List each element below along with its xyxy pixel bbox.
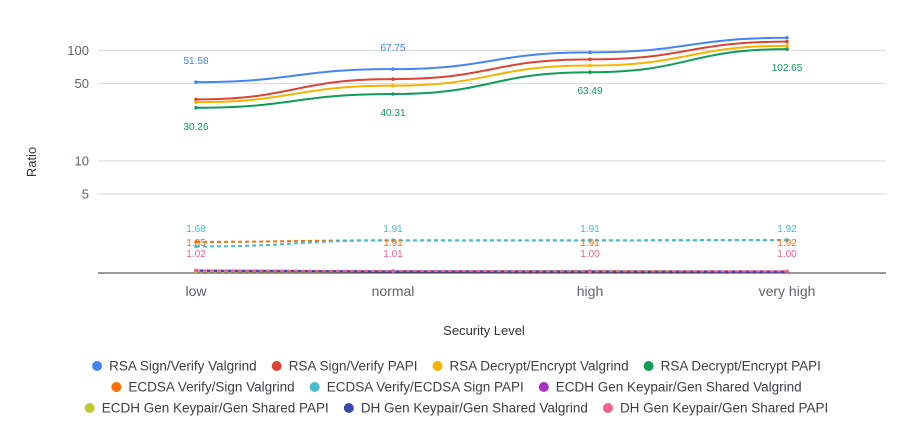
y-axis-ticks: 100 50 10 5 — [67, 43, 89, 202]
y-axis-title: Ratio — [24, 147, 39, 177]
data-point — [194, 100, 198, 104]
data-label: 102.65 — [772, 63, 803, 74]
data-point — [391, 92, 395, 96]
data-point — [194, 80, 198, 84]
x-tick-label: very high — [759, 283, 816, 299]
legend-item: ECDH Gen Keypair/Gen Shared Valgrind — [538, 380, 802, 395]
data-point — [588, 57, 592, 62]
data-point — [785, 238, 789, 242]
data-label: 1.02 — [186, 249, 206, 260]
data-label: 1.92 — [777, 238, 797, 249]
data-point — [391, 83, 395, 88]
data-point — [588, 63, 592, 68]
legend-label: RSA Sign/Verify Valgrind — [109, 359, 257, 374]
legend-item: RSA Decrypt/Encrypt PAPI — [643, 359, 821, 374]
legend-item: RSA Sign/Verify PAPI — [271, 359, 418, 374]
legend-label: ECDH Gen Keypair/Gen Shared PAPI — [102, 401, 329, 416]
series-line — [195, 40, 788, 101]
legend-item: ECDSA Verify/ECDSA Sign PAPI — [309, 380, 524, 395]
legend-marker — [111, 382, 122, 392]
data-point — [588, 238, 592, 243]
legend-marker — [432, 361, 443, 371]
data-point — [391, 238, 395, 243]
data-label: 1.92 — [777, 224, 797, 235]
data-label: 1.00 — [580, 249, 600, 260]
legend-label: DH Gen Keypair/Gen Shared Valgrind — [361, 401, 588, 416]
data-point — [194, 240, 198, 244]
series-line — [195, 36, 788, 84]
data-point — [194, 244, 198, 249]
data-point — [588, 50, 592, 55]
legend-item: RSA Sign/Verify Valgrind — [92, 359, 257, 374]
data-point — [785, 269, 789, 274]
x-tick-label: high — [577, 283, 603, 299]
data-label: 1.91 — [383, 224, 403, 235]
legend-marker — [309, 382, 320, 392]
legend-marker — [643, 361, 654, 371]
x-tick-label: low — [185, 283, 207, 299]
series-lines — [195, 36, 788, 273]
data-point — [588, 269, 592, 274]
data-label: 1.00 — [777, 249, 797, 260]
legend-item: ECDH Gen Keypair/Gen Shared PAPI — [84, 401, 329, 416]
data-label: 40.31 — [380, 108, 405, 119]
data-point — [588, 70, 592, 75]
legend-label: DH Gen Keypair/Gen Shared PAPI — [620, 401, 828, 416]
data-label: 1.01 — [383, 249, 403, 260]
legend-marker — [602, 403, 613, 413]
data-point — [391, 77, 395, 81]
legend-label: ECDH Gen Keypair/Gen Shared Valgrind — [556, 380, 802, 395]
y-tick-label: 10 — [75, 153, 89, 168]
legend-label: ECDSA Verify/ECDSA Sign PAPI — [327, 380, 524, 395]
legend-label: RSA Decrypt/Encrypt PAPI — [661, 359, 821, 374]
data-point — [194, 97, 198, 102]
y-tick-label: 50 — [75, 76, 89, 91]
data-point — [785, 44, 789, 48]
legend-marker — [538, 382, 549, 392]
legend-marker — [343, 403, 354, 413]
series-points — [194, 36, 789, 274]
series-line — [195, 269, 787, 273]
data-point — [194, 268, 198, 273]
legend-marker — [92, 361, 103, 371]
legend-marker — [271, 361, 282, 371]
series-line — [195, 48, 788, 109]
x-tick-label: normal — [372, 283, 415, 299]
y-tick-label: 5 — [82, 187, 89, 202]
series-line — [195, 239, 788, 248]
y-tick-label: 100 — [67, 43, 89, 58]
series-line — [195, 44, 788, 104]
legend-label: ECDSA Verify/Sign Valgrind — [128, 380, 294, 395]
data-point — [194, 105, 198, 110]
legend-item: DH Gen Keypair/Gen Shared Valgrind — [343, 401, 588, 416]
legend-label: RSA Decrypt/Encrypt Valgrind — [450, 359, 629, 374]
legend-marker — [84, 403, 95, 413]
legend: RSA Sign/Verify Valgrind RSA Sign/Verify … — [84, 359, 828, 416]
data-point — [785, 47, 789, 51]
data-label: 63.49 — [577, 86, 602, 97]
data-label: 51.58 — [183, 56, 208, 67]
data-label: 1.91 — [580, 238, 600, 249]
x-axis-title: Security Level — [443, 323, 525, 338]
legend-item: DH Gen Keypair/Gen Shared PAPI — [602, 401, 828, 416]
data-label: 1.68 — [186, 224, 206, 235]
data-point — [391, 67, 395, 71]
data-point — [785, 36, 789, 40]
data-point — [785, 39, 789, 44]
x-axis-ticks: low normal high very high — [185, 283, 815, 299]
legend-item: ECDSA Verify/Sign Valgrind — [111, 380, 295, 395]
data-label: 30.26 — [183, 122, 208, 133]
data-label: 1.91 — [383, 238, 403, 249]
data-label: 67.75 — [380, 43, 405, 54]
legend-label: RSA Sign/Verify PAPI — [289, 359, 418, 374]
data-point — [391, 269, 395, 273]
data-label: 1.85 — [186, 238, 206, 249]
legend-item: RSA Decrypt/Encrypt Valgrind — [432, 359, 629, 374]
data-label: 1.91 — [580, 224, 600, 235]
